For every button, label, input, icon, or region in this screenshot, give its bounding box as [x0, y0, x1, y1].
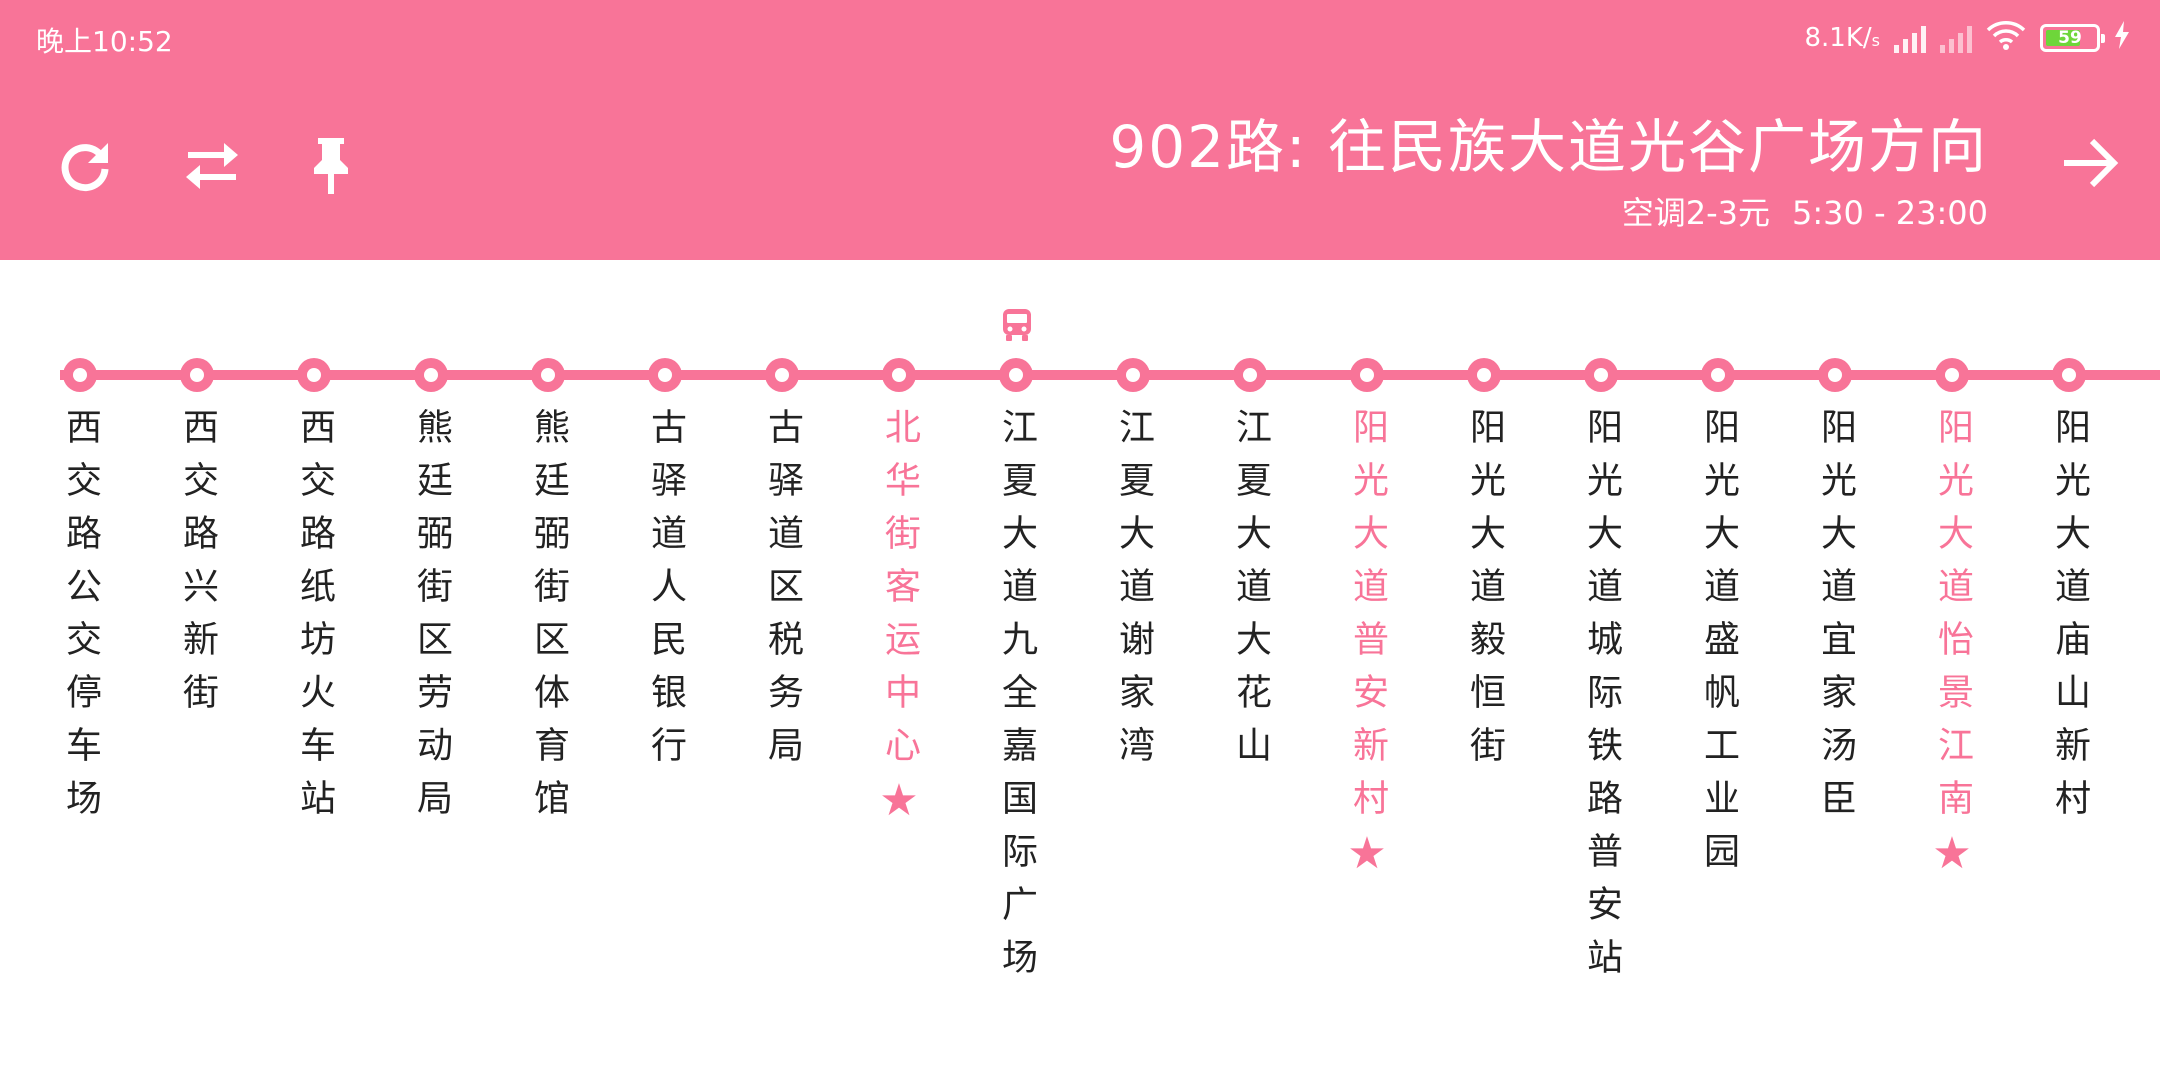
stop-dot	[765, 358, 799, 392]
stop-name: 江夏大道谢家湾	[1113, 408, 1154, 779]
stop-dot	[1467, 358, 1501, 392]
stop-name: 阳光大道怡景江南	[1932, 408, 1973, 832]
stop-dot	[297, 358, 331, 392]
stop-name: 熊廷弼街区劳动局	[411, 408, 452, 832]
next-direction-button[interactable]	[2050, 128, 2130, 198]
stop-name: 江夏大道九全嘉国际广场	[996, 408, 1037, 991]
stop-dot	[1116, 358, 1150, 392]
stop-item[interactable]: 江夏大道谢家湾	[1088, 0, 1178, 1080]
stop-dot	[648, 358, 682, 392]
stop-name: 阳光大道宜家汤臣	[1815, 408, 1856, 832]
network-speed-unit: s	[1871, 31, 1880, 50]
stop-item[interactable]: 西交路兴新街	[152, 0, 242, 1080]
top-header: 晚上10:52 8.1K/s 59 902路	[0, 0, 2160, 260]
stop-dot	[882, 358, 916, 392]
route-title: 902路: 往民族大道光谷广场方向	[1109, 113, 1988, 181]
stop-dot	[1584, 358, 1618, 392]
refresh-button[interactable]	[50, 130, 120, 200]
cell-signal-2-icon	[1940, 23, 1972, 53]
stop-name: 阳光大道庙山新村	[2049, 408, 2090, 832]
stop-name: 阳光大道城际铁路普安站	[1581, 408, 1622, 991]
star-icon: ★	[879, 775, 919, 826]
status-time: 晚上10:52	[36, 25, 173, 58]
stop-dot	[1233, 358, 1267, 392]
stop-item[interactable]: 阳光大道庙山新村	[2024, 0, 2114, 1080]
route-line	[60, 370, 2160, 380]
network-speed: 8.1K/s	[1804, 23, 1880, 53]
stop-name: 北华街客运中心	[879, 408, 920, 779]
stop-dot	[531, 358, 565, 392]
stop-item[interactable]: 古驿道区税务局	[737, 0, 827, 1080]
stop-item[interactable]: 阳光大道毅恒街	[1439, 0, 1529, 1080]
status-bar-right: 8.1K/s 59	[1804, 16, 2130, 60]
wifi-icon	[1986, 19, 2026, 58]
battery-level: 59	[2058, 28, 2082, 48]
stop-name: 古驿道人民银行	[645, 408, 686, 779]
stop-name: 阳光大道普安新村	[1347, 408, 1388, 832]
swap-direction-icon	[186, 143, 238, 189]
pin-button[interactable]	[296, 130, 366, 200]
arrow-right-icon	[2064, 138, 2119, 188]
stop-name: 阳光大道毅恒街	[1464, 408, 1505, 779]
cell-signal-icon	[1894, 23, 1926, 53]
stop-item[interactable]: 江夏大道大花山	[1205, 0, 1295, 1080]
stop-item[interactable]: 熊廷弼街区体育馆	[503, 0, 593, 1080]
stop-dot	[999, 358, 1033, 392]
stop-dot	[63, 358, 97, 392]
fare-info: 空调2-3元	[1621, 194, 1771, 232]
network-speed-value: 8.1K/	[1804, 23, 1872, 53]
stop-dot	[180, 358, 214, 392]
stop-dot	[2052, 358, 2086, 392]
stop-item[interactable]: 阳光大道盛帆工业园	[1673, 0, 1763, 1080]
stop-name: 西交路纸坊火车站	[294, 408, 335, 832]
stop-name: 熊廷弼街区体育馆	[528, 408, 569, 832]
service-hours: 5:30 - 23:00	[1792, 194, 1988, 232]
star-icon: ★	[1347, 828, 1387, 879]
stop-item[interactable]: 古驿道人民银行	[620, 0, 710, 1080]
star-icon: ★	[1932, 828, 1972, 879]
stop-dot	[414, 358, 448, 392]
refresh-icon	[61, 143, 109, 192]
stop-name: 古驿道区税务局	[762, 408, 803, 779]
stop-name: 西交路兴新街	[177, 408, 218, 726]
stop-item[interactable]: 西交路公交停车场	[35, 0, 125, 1080]
pin-icon	[314, 138, 348, 194]
stop-item[interactable]: 阳光大道城际铁路普安站	[1556, 0, 1646, 1080]
stop-item[interactable]: 阳光大道怡景江南 ★	[1907, 0, 1997, 1080]
stop-item[interactable]: 阳光大道普安新村 ★	[1322, 0, 1412, 1080]
stop-item[interactable]: 北华街客运中心 ★	[854, 0, 944, 1080]
swap-direction-button[interactable]	[177, 130, 247, 200]
stop-name: 江夏大道大花山	[1230, 408, 1271, 779]
stop-item[interactable]: 阳光大道宜家汤臣	[1790, 0, 1880, 1080]
stop-dot	[1350, 358, 1384, 392]
stop-dot	[1818, 358, 1852, 392]
stop-name: 西交路公交停车场	[60, 408, 101, 832]
battery-icon: 59	[2040, 24, 2105, 52]
charging-icon	[2114, 20, 2130, 56]
stop-dot	[1935, 358, 1969, 392]
stop-item[interactable]: 江夏大道九全嘉国际广场	[971, 0, 1061, 1080]
bus-icon	[1003, 309, 1031, 341]
stop-name: 阳光大道盛帆工业园	[1698, 408, 1739, 885]
stop-dot	[1701, 358, 1735, 392]
stop-item[interactable]: 西交路纸坊火车站	[269, 0, 359, 1080]
stop-item[interactable]: 熊廷弼街区劳动局	[386, 0, 476, 1080]
route-subtitle: 空调2-3元 5:30 - 23:00	[1622, 188, 1988, 234]
